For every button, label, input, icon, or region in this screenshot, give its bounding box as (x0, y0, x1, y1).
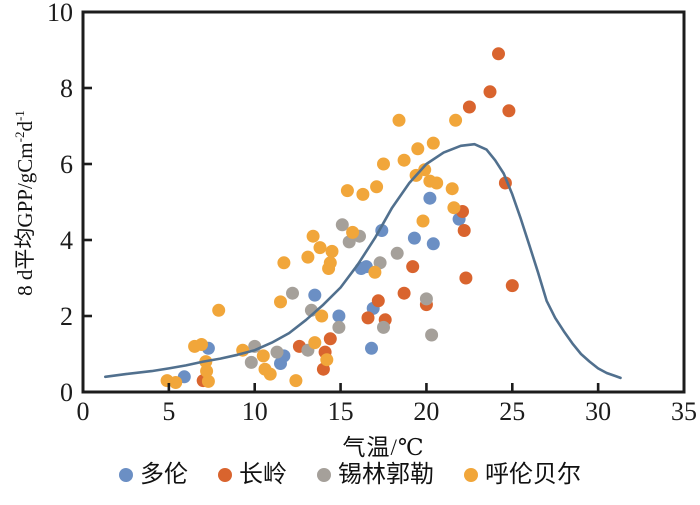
scatter-point-呼伦贝尔 (315, 309, 329, 323)
scatter-point-呼伦贝尔 (370, 180, 384, 194)
scatter-point-呼伦贝尔 (447, 201, 461, 215)
scatter-point-长岭 (406, 260, 420, 274)
scatter-point-长岭 (505, 279, 519, 293)
legend-dot-icon (218, 468, 232, 482)
scatter-point-呼伦贝尔 (340, 184, 354, 198)
y-tick-label: 6 (60, 150, 73, 179)
scatter-point-呼伦贝尔 (445, 182, 459, 196)
scatter-point-呼伦贝尔 (212, 303, 226, 317)
scatter-point-呼伦贝尔 (449, 113, 463, 127)
scatter-point-呼伦贝尔 (289, 374, 303, 388)
scatter-point-呼伦贝尔 (306, 229, 320, 243)
scatter-point-锡林郭勒 (244, 355, 258, 369)
x-tick-label: 5 (162, 397, 175, 426)
scatter-point-呼伦贝尔 (411, 142, 425, 156)
legend-dot-icon (119, 468, 133, 482)
scatter-point-呼伦贝尔 (397, 153, 411, 167)
scatter-point-锡林郭勒 (335, 218, 349, 232)
scatter-point-长岭 (502, 104, 516, 118)
scatter-point-锡林郭勒 (373, 256, 387, 270)
legend-item-呼伦贝尔: 呼伦贝尔 (464, 463, 581, 487)
y-tick-label: 10 (47, 0, 73, 27)
scatter-point-呼伦贝尔 (323, 256, 337, 270)
legend-item-锡林郭勒: 锡林郭勒 (317, 463, 434, 487)
y-axis-title-sup-2: -2 (12, 131, 27, 143)
y-tick-label: 0 (60, 378, 73, 407)
legend-label: 多伦 (140, 462, 188, 488)
legend-item-长岭: 长岭 (218, 463, 287, 487)
scatter-point-呼伦贝尔 (200, 364, 214, 378)
scatter-point-长岭 (492, 47, 505, 61)
y-axis-title-mid: d (13, 121, 37, 132)
scatter-point-呼伦贝尔 (418, 163, 432, 177)
x-tick-label: 25 (499, 397, 525, 426)
scatter-point-多伦 (365, 341, 378, 355)
legend-label: 呼伦贝尔 (485, 462, 581, 488)
y-axis-title-main: 8 d平均GPP/gCm (13, 142, 37, 296)
x-tick-label: 20 (413, 397, 439, 426)
scatter-point-呼伦贝尔 (263, 367, 277, 381)
scatter-point-呼伦贝尔 (301, 250, 315, 264)
scatter-point-锡林郭勒 (377, 320, 390, 334)
scatter-point-呼伦贝尔 (346, 225, 360, 239)
scatter-point-锡林郭勒 (390, 246, 404, 260)
fit-curve (104, 142, 622, 380)
scatter-point-多伦 (332, 309, 346, 323)
y-tick-label: 4 (60, 226, 73, 255)
scatter-point-多伦 (407, 231, 421, 245)
y-axis-title: 8 d平均GPP/gCm-2d-1 (9, 11, 39, 395)
scatter-point-多伦 (423, 191, 437, 205)
scatter-point-长岭 (323, 332, 337, 346)
scatter-point-锡林郭勒 (286, 286, 299, 300)
chart-legend: 多伦 长岭 锡林郭勒 呼伦贝尔 (0, 463, 700, 487)
scatter-point-呼伦贝尔 (195, 338, 208, 351)
x-tick-label: 30 (585, 397, 611, 426)
scatter-point-呼伦贝尔 (308, 336, 322, 350)
x-tick-label: 35 (671, 397, 697, 426)
scatter-point-长岭 (371, 294, 385, 308)
scatter-point-呼伦贝尔 (368, 265, 382, 279)
scatter-point-长岭 (483, 85, 497, 99)
scatter-point-呼伦贝尔 (274, 295, 287, 309)
scatter-point-呼伦贝尔 (356, 187, 370, 201)
scatter-point-长岭 (457, 224, 471, 237)
scatter-point-长岭 (459, 271, 473, 285)
scatter-point-呼伦贝尔 (320, 353, 334, 367)
scatter-point-呼伦贝尔 (256, 349, 270, 363)
scatter-point-长岭 (397, 286, 411, 300)
scatter-point-锡林郭勒 (332, 320, 346, 334)
legend-label: 锡林郭勒 (338, 462, 434, 488)
legend-item-多伦: 多伦 (119, 463, 188, 487)
scatter-point-多伦 (426, 237, 440, 251)
scatter-point-呼伦贝尔 (416, 214, 430, 228)
plot-border (81, 10, 686, 394)
scatter-point-呼伦贝尔 (426, 136, 440, 150)
scatter-point-长岭 (361, 311, 375, 325)
y-axis-title-sup-1: -1 (12, 110, 27, 122)
x-tick-label: 0 (77, 397, 90, 426)
x-tick-label: 10 (242, 397, 268, 426)
scatter-point-长岭 (462, 100, 476, 114)
scatter-point-呼伦贝尔 (313, 241, 327, 255)
x-tick-label: 15 (328, 397, 354, 426)
y-tick-label: 2 (60, 302, 73, 331)
x-axis-title: 气温/℃ (342, 435, 425, 460)
scatter-point-锡林郭勒 (270, 345, 284, 359)
scatter-point-锡林郭勒 (425, 328, 439, 342)
legend-label: 长岭 (239, 462, 287, 488)
scatter-point-呼伦贝尔 (169, 376, 183, 389)
scatter-point-呼伦贝尔 (325, 244, 339, 258)
scatter-point-呼伦贝尔 (392, 113, 406, 127)
scatter-point-锡林郭勒 (419, 292, 433, 306)
scatter-point-呼伦贝尔 (201, 374, 215, 388)
legend-dot-icon (464, 468, 478, 482)
legend-dot-icon (317, 468, 331, 482)
scatter-point-多伦 (308, 288, 322, 302)
scatter-point-呼伦贝尔 (430, 176, 444, 190)
y-tick-label: 8 (60, 74, 73, 103)
scatter-point-呼伦贝尔 (377, 157, 390, 171)
scatter-point-呼伦贝尔 (277, 256, 291, 270)
